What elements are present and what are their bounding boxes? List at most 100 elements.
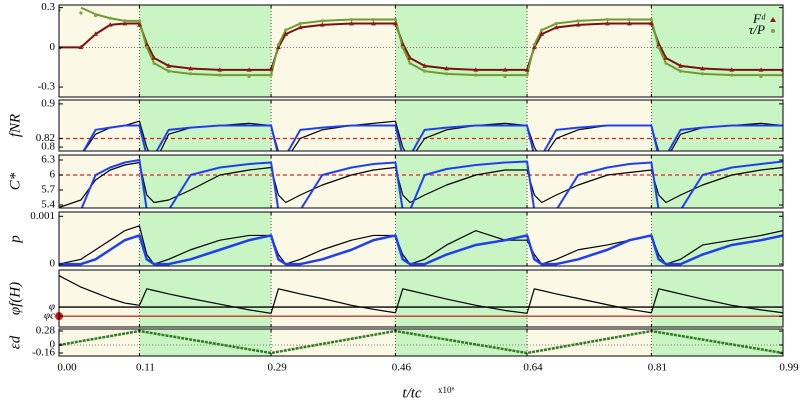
marker: [407, 55, 413, 60]
marker: [444, 65, 449, 71]
marker: [246, 67, 252, 72]
panel-frame: [58, 328, 784, 357]
y-tick-label: 0.8: [41, 141, 55, 153]
legend-marker: [770, 17, 776, 22]
marker: [349, 20, 354, 26]
phase-band: [59, 5, 140, 97]
panel-frame: [58, 154, 784, 209]
marker: [524, 67, 530, 72]
marker: [576, 19, 580, 23]
marker: [167, 69, 171, 73]
marker: [79, 11, 83, 15]
marker: [678, 63, 684, 68]
marker: [539, 31, 545, 36]
panel: [59, 5, 783, 97]
marker: [700, 72, 705, 76]
x-tick-label: 0.64: [523, 362, 543, 374]
marker: [189, 72, 193, 76]
marker: [123, 19, 127, 23]
marker: [349, 17, 354, 22]
phase-band: [651, 5, 783, 97]
marker: [188, 65, 194, 71]
y-axis-label: fNR: [7, 114, 23, 137]
y-axis-label: φf(H): [7, 282, 23, 315]
marker: [759, 74, 763, 79]
panel: [59, 155, 783, 208]
x-tick-label: 0.29: [267, 362, 287, 374]
y-tick-label: -0.3: [38, 81, 56, 93]
y-tick-label: φ: [49, 301, 55, 313]
y-axis-label: εd: [7, 335, 23, 349]
y-tick-label: 5.7: [41, 184, 55, 196]
y-tick-label: φc: [44, 310, 55, 322]
panel: [59, 212, 783, 266]
x-tick-label: 0.99: [779, 362, 799, 374]
series-line: [80, 159, 783, 208]
marker: [269, 73, 273, 77]
series-line: [59, 275, 783, 314]
marker: [657, 45, 661, 49]
y-tick-label: 0: [50, 339, 56, 351]
marker: [276, 43, 280, 47]
phase-band: [59, 270, 140, 327]
marker: [297, 24, 303, 30]
marker: [730, 73, 734, 77]
marker: [137, 22, 142, 27]
marker: [283, 31, 289, 36]
marker: [605, 17, 610, 22]
marker: [247, 74, 251, 79]
y-tick-label: 0.001: [30, 210, 55, 222]
marker: [679, 69, 683, 73]
phase-band: [395, 5, 528, 97]
panel-frame: [58, 211, 784, 267]
marker: [218, 73, 222, 77]
marker: [423, 69, 427, 73]
y-tick-label: 0.9: [41, 97, 55, 109]
x-axis-multiplier: x10⁶: [438, 385, 455, 395]
x-tick-label: 0.81: [648, 362, 667, 374]
phase-band: [139, 270, 272, 327]
marker: [656, 42, 662, 47]
phase-band: [527, 270, 652, 327]
x-tick-label: 0.46: [392, 362, 412, 374]
panel: [59, 329, 783, 356]
marker: [401, 45, 405, 49]
marker: [649, 17, 653, 22]
panel-frame: [58, 269, 784, 328]
x-tick-label: 0.11: [136, 362, 155, 374]
marker: [122, 20, 128, 26]
marker: [554, 21, 558, 26]
marker: [422, 63, 428, 68]
marker: [400, 42, 406, 47]
y-tick-label: 6: [50, 169, 56, 181]
marker: [284, 28, 288, 32]
marker: [627, 20, 632, 26]
marker: [532, 43, 536, 47]
marker: [575, 22, 581, 27]
marker: [758, 67, 764, 72]
marker: [540, 28, 544, 32]
marker: [144, 42, 150, 47]
x-axis-label: t/tc: [402, 385, 422, 401]
marker: [371, 17, 376, 22]
y-tick-label: 0.3: [41, 1, 55, 13]
marker: [93, 13, 98, 18]
marker: [320, 19, 324, 23]
marker: [298, 21, 302, 26]
marker: [525, 73, 529, 77]
marker: [444, 72, 449, 76]
marker: [145, 45, 149, 49]
marker: [700, 65, 705, 71]
y-tick-label: -0.16: [32, 347, 55, 359]
y-tick-label: 6.3: [41, 154, 55, 166]
marker: [553, 24, 559, 30]
marker: [531, 44, 537, 50]
marker: [268, 65, 274, 71]
marker: [648, 20, 654, 26]
marker: [393, 20, 398, 26]
panel: [59, 270, 783, 327]
legend-marker: [771, 29, 775, 33]
marker: [217, 67, 223, 72]
marker: [107, 22, 113, 27]
marker: [474, 73, 478, 77]
